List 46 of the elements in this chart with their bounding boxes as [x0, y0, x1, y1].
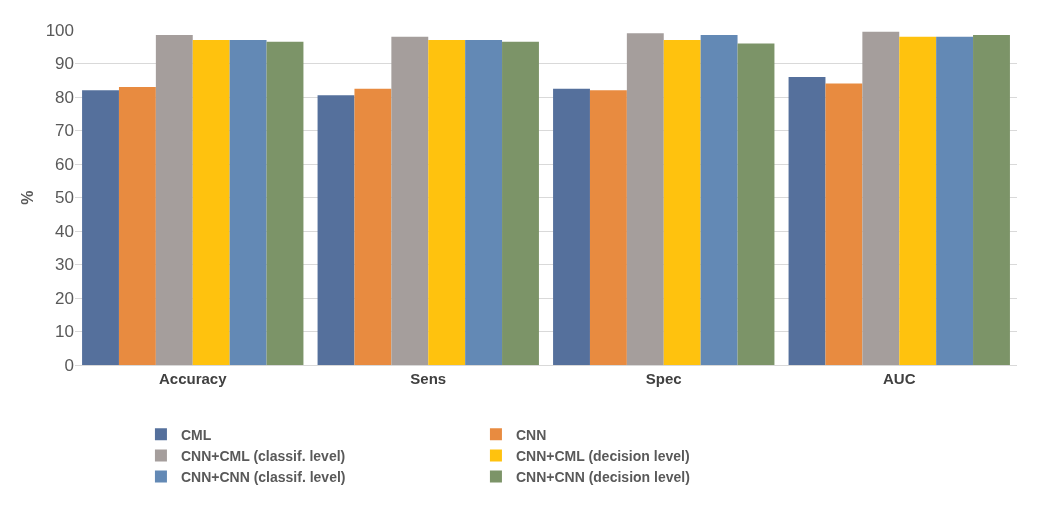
bar — [825, 83, 863, 365]
y-tick-label: 20 — [55, 288, 74, 308]
bar — [862, 31, 900, 365]
bar — [465, 40, 503, 365]
x-tick-label: Spec — [645, 370, 682, 387]
x-tick-label: AUC — [883, 370, 916, 387]
bar — [502, 41, 539, 365]
bar — [737, 43, 775, 365]
bar — [788, 76, 826, 365]
legend-label: CNN+CNN (decision level) — [515, 469, 690, 486]
bar — [118, 86, 156, 365]
y-axis-title: % — [19, 190, 36, 205]
x-tick-label: Accuracy — [158, 370, 228, 387]
y-tick-label: 90 — [55, 54, 74, 74]
bar — [82, 90, 119, 365]
y-tick-label: 0 — [64, 355, 74, 375]
bar — [391, 36, 429, 365]
y-tick-label: 10 — [55, 322, 74, 342]
bar — [553, 88, 590, 365]
y-tick-label: 80 — [55, 87, 74, 107]
bar — [663, 40, 701, 365]
bar — [936, 36, 974, 365]
bar — [155, 35, 193, 365]
bar — [899, 36, 937, 365]
bar — [428, 40, 466, 365]
y-tick-label: 60 — [55, 154, 74, 174]
y-tick-label: 30 — [55, 255, 74, 275]
bar — [354, 88, 392, 365]
bar — [589, 90, 627, 365]
bar — [192, 40, 230, 365]
legend-label: CML — [180, 426, 212, 443]
y-tick-label: 70 — [55, 121, 74, 141]
bar — [700, 35, 738, 365]
y-tick-label: 40 — [55, 221, 74, 241]
legend-label: CNN+CNN (classif. level) — [180, 469, 346, 486]
legend-label: CNN+CML (classif. level) — [180, 447, 346, 464]
legend-label: CNN+CML (decision level) — [515, 447, 690, 464]
bar — [317, 95, 355, 365]
bar — [266, 41, 304, 365]
x-tick-label: Sens — [410, 370, 447, 387]
bar — [973, 35, 1010, 365]
bar — [229, 40, 267, 365]
bar — [626, 33, 664, 365]
legend-label: CNN — [515, 426, 547, 443]
y-tick-label: 50 — [55, 188, 74, 208]
y-tick-label: 100 — [45, 20, 74, 40]
